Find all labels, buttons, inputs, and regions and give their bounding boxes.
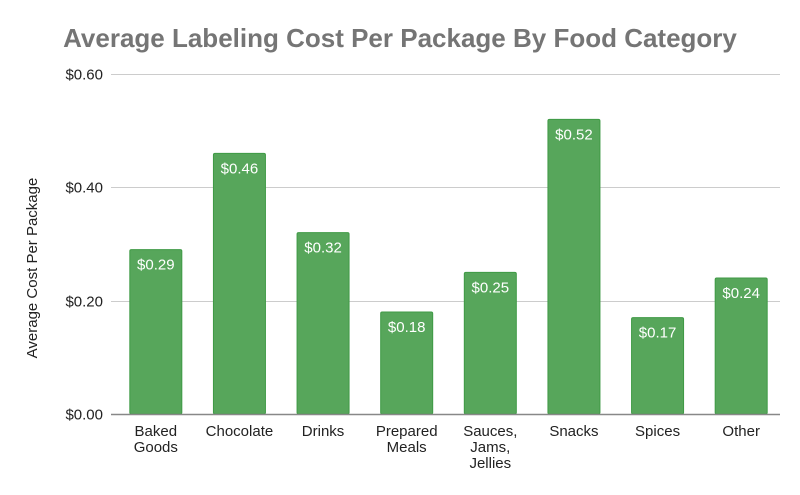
x-tick-label: Chocolate xyxy=(206,423,274,440)
y-tick-label: $0.40 xyxy=(65,180,103,197)
chart-title: Average Labeling Cost Per Package By Foo… xyxy=(63,23,737,53)
x-tick-label-line: Jams, xyxy=(470,439,510,456)
y-axis-ticks: $0.00 $0.20 $0.40 $0.60 xyxy=(65,67,103,424)
x-tick-label-line: Jellies xyxy=(469,455,511,472)
y-tick-label: $0.20 xyxy=(65,294,103,311)
x-tick-label: Sauces, Jams, Jellies xyxy=(463,423,517,472)
x-tick-label-line: Spices xyxy=(635,423,680,440)
data-label: $0.52 xyxy=(555,126,593,143)
x-tick-label-line: Prepared xyxy=(376,423,438,440)
x-tick-label-line: Meals xyxy=(387,439,427,456)
bars: $0.29 $0.46 $0.32 $0.18 $0.25 $0.52 $0.17 $0.24 xyxy=(129,118,768,415)
bar xyxy=(129,249,183,415)
data-label: $0.29 xyxy=(137,257,175,274)
bar xyxy=(296,232,350,415)
data-label: $0.32 xyxy=(304,240,342,257)
gridlines xyxy=(111,74,780,302)
x-tick-label: Drinks xyxy=(302,423,345,440)
x-tick-label-line: Other xyxy=(722,423,760,440)
x-tick-label-line: Drinks xyxy=(302,423,345,440)
x-tick-label: Other xyxy=(722,423,760,440)
data-label: $0.25 xyxy=(472,279,510,296)
x-tick-label-line: Sauces, xyxy=(463,423,517,440)
data-label: $0.24 xyxy=(722,285,760,302)
x-tick-label: Prepared Meals xyxy=(376,423,438,456)
data-label: $0.46 xyxy=(221,160,259,177)
bar xyxy=(547,118,601,415)
x-tick-label-line: Chocolate xyxy=(206,423,274,440)
bar xyxy=(212,152,266,415)
x-tick-label-line: Goods xyxy=(134,439,178,456)
y-tick-label: $0.60 xyxy=(65,67,103,84)
data-label: $0.18 xyxy=(388,319,426,336)
x-tick-label-line: Snacks xyxy=(549,423,598,440)
y-tick-label: $0.00 xyxy=(65,407,103,424)
x-tick-label: Spices xyxy=(635,423,680,440)
data-label: $0.17 xyxy=(639,325,677,342)
y-axis-label: Average Cost Per Package xyxy=(24,178,41,359)
x-tick-label: Baked Goods xyxy=(134,423,178,456)
x-axis-categories: Baked Goods Chocolate Drinks Prepared Meals Sa… xyxy=(134,423,760,472)
x-tick-label: Snacks xyxy=(549,423,598,440)
x-tick-label-line: Baked xyxy=(135,423,178,440)
